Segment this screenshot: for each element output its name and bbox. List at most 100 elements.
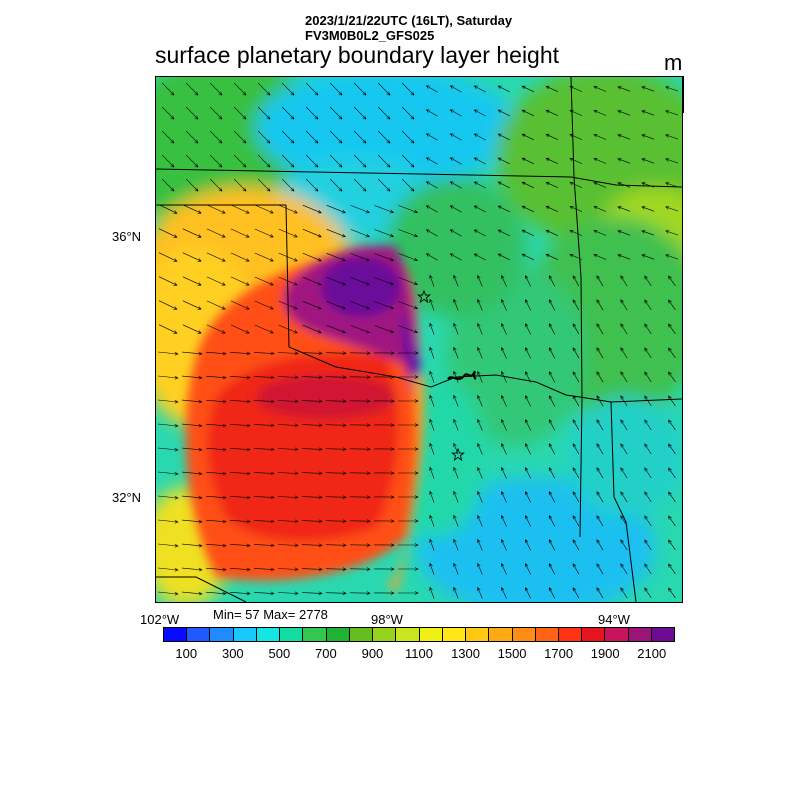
- wind-vector: [668, 299, 676, 311]
- wind-vector: [398, 375, 419, 379]
- wind-vector: [429, 490, 435, 503]
- wind-vector: [545, 85, 559, 92]
- wind-vector: [253, 351, 275, 356]
- wind-vector: [398, 205, 419, 214]
- wind-vector: [668, 467, 676, 479]
- wind-vector: [209, 178, 223, 192]
- wind-vector: [325, 543, 347, 547]
- units-label: m: [664, 50, 683, 75]
- wind-vector: [325, 591, 347, 595]
- wind-vector: [668, 563, 676, 575]
- wind-vector: [641, 86, 655, 92]
- wind-vector: [548, 539, 556, 551]
- wind-vector: [429, 562, 435, 575]
- wind-vector: [501, 466, 507, 479]
- wind-vector: [596, 299, 604, 311]
- wind-vector: [477, 274, 483, 287]
- wind-vector: [206, 228, 226, 238]
- wind-vector: [644, 515, 652, 527]
- wind-vector: [453, 322, 459, 335]
- wind-vector: [593, 206, 607, 212]
- wind-vector: [473, 229, 486, 237]
- wind-vector: [668, 587, 676, 599]
- wind-vector: [326, 253, 346, 262]
- colorbar-swatch: [164, 628, 188, 641]
- wind-vector: [277, 375, 299, 380]
- wind-vector: [477, 418, 483, 431]
- wind-vector: [501, 586, 507, 599]
- wind-vector: [641, 110, 655, 116]
- wind-vector: [473, 205, 486, 213]
- wind-vector: [425, 133, 438, 141]
- wind-vector: [374, 277, 395, 286]
- wind-vector: [644, 563, 652, 575]
- colorbar-swatch: [326, 628, 350, 641]
- wind-vector: [181, 399, 203, 404]
- wind-vector: [668, 491, 676, 503]
- wind-vector: [181, 423, 203, 428]
- wind-vector: [572, 299, 580, 311]
- wind-vector: [665, 254, 679, 260]
- wind-vector: [521, 109, 535, 117]
- wind-vector: [349, 495, 371, 499]
- wind-vector: [429, 418, 435, 431]
- wind-vector: [161, 82, 175, 96]
- wind-vector: [453, 346, 459, 359]
- colorbar-swatch: [373, 628, 397, 641]
- wind-vector: [353, 154, 367, 168]
- wind-vector: [377, 106, 391, 120]
- wind-vector: [641, 158, 655, 164]
- colorbar-tick-label: 1900: [590, 646, 620, 661]
- wind-vector: [617, 110, 631, 116]
- wind-vector: [326, 325, 346, 334]
- wind-vector: [229, 543, 251, 548]
- wind-vector: [158, 324, 178, 334]
- wind-vector: [641, 182, 655, 188]
- wind-vector: [453, 586, 459, 599]
- wind-vector: [230, 252, 250, 262]
- wind-vector: [277, 495, 299, 500]
- wind-vector: [572, 323, 580, 335]
- wind-vector: [545, 109, 559, 116]
- wind-vector: [398, 591, 419, 595]
- wind-vector: [665, 182, 679, 188]
- wind-vector: [429, 298, 435, 311]
- colorbar-swatch: [210, 628, 234, 641]
- wind-vector: [185, 178, 199, 192]
- wind-vector: [254, 324, 274, 334]
- wind-vector: [157, 423, 179, 428]
- wind-vector: [302, 300, 322, 310]
- wind-vector: [453, 298, 459, 311]
- wind-vector: [373, 399, 395, 403]
- wind-vector: [572, 563, 580, 575]
- wind-vector: [229, 399, 251, 404]
- wind-vector: [181, 351, 203, 356]
- wind-vector: [349, 375, 371, 379]
- wind-vector: [350, 229, 370, 238]
- wind-vector: [325, 567, 347, 571]
- wind-vector: [181, 375, 203, 380]
- wind-vector: [525, 370, 531, 383]
- wind-vector: [501, 442, 507, 455]
- wind-vector: [325, 519, 347, 523]
- wind-vector: [545, 205, 559, 212]
- wind-vector: [521, 85, 535, 93]
- wind-vector: [525, 538, 531, 551]
- wind-vector: [593, 158, 607, 164]
- wind-vector: [545, 133, 559, 140]
- wind-vector: [644, 491, 652, 503]
- wind-vector: [398, 325, 419, 334]
- wind-vector: [325, 375, 347, 379]
- wind-vector: [501, 322, 507, 335]
- wind-vector: [353, 130, 367, 144]
- wind-vector: [329, 154, 343, 168]
- wind-vector: [277, 471, 299, 476]
- wind-vector: [596, 539, 604, 551]
- colorbar-tick-label: 1100: [405, 646, 433, 661]
- lon-label-98w: 98°W: [371, 612, 403, 627]
- wind-vector: [593, 86, 607, 92]
- wind-vector: [229, 375, 251, 380]
- wind-vector: [205, 375, 227, 380]
- wind-vector: [253, 591, 275, 596]
- wind-vector: [277, 543, 299, 548]
